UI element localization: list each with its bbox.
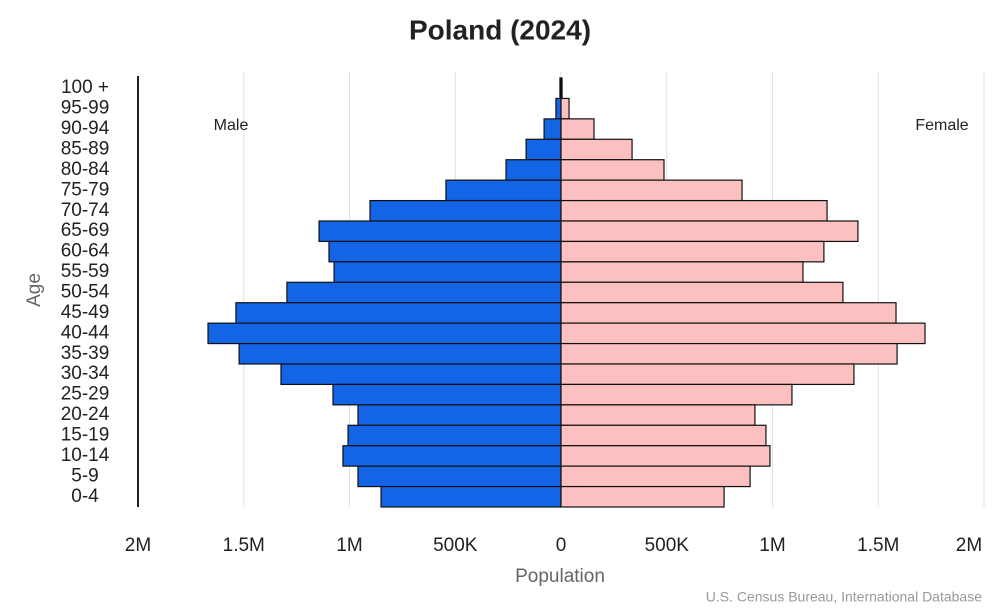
bar <box>560 77 563 100</box>
y-tick-label: 50-54 <box>61 282 110 303</box>
bar <box>525 138 562 161</box>
bar <box>286 281 562 304</box>
source-note: U.S. Census Bureau, International Databa… <box>706 589 982 605</box>
bar <box>560 342 898 365</box>
bar <box>560 138 633 161</box>
y-tick-label: 75-79 <box>61 179 110 200</box>
bar <box>560 159 665 181</box>
x-tick-label: 2M <box>125 535 151 556</box>
bar <box>560 199 828 222</box>
bar <box>333 261 562 283</box>
y-tick-label: 15-19 <box>61 425 110 446</box>
y-tick-label: 65-69 <box>61 220 110 241</box>
bar <box>560 445 771 467</box>
y-tick-label: 80-84 <box>61 159 110 180</box>
bar <box>357 465 562 488</box>
bar <box>555 97 562 120</box>
bar <box>207 322 562 345</box>
bar <box>560 179 743 202</box>
y-tick-label: 55-59 <box>61 261 110 282</box>
x-tick-label: 500K <box>433 535 478 556</box>
bar <box>280 363 562 386</box>
bar <box>560 485 725 508</box>
bar <box>560 281 844 304</box>
bar <box>560 363 855 386</box>
y-tick-label: 5-9 <box>71 465 98 486</box>
y-tick-label: 25-29 <box>61 384 110 405</box>
y-tick-label: 90-94 <box>61 118 110 139</box>
x-tick-label: 1.5M <box>223 535 265 556</box>
y-tick-label: 30-34 <box>61 363 110 384</box>
bar <box>560 322 926 345</box>
bar <box>347 424 562 447</box>
bar <box>560 220 859 243</box>
bar <box>342 445 562 467</box>
x-tick-label: 500K <box>645 535 690 556</box>
bar <box>505 159 562 181</box>
bar <box>328 240 562 263</box>
bar <box>560 383 793 406</box>
x-tick-label: 1.5M <box>857 535 899 556</box>
y-tick-label: 60-64 <box>61 241 110 262</box>
bar <box>318 220 562 243</box>
y-tick-label: 40-44 <box>61 322 110 343</box>
bar <box>560 118 595 140</box>
bar <box>332 383 562 406</box>
x-tick-label: 1M <box>336 535 362 556</box>
y-tick-label: 85-89 <box>61 139 110 160</box>
x-axis-label: Population <box>515 566 605 587</box>
bar <box>543 118 562 140</box>
bar <box>357 404 562 426</box>
bar <box>238 342 562 365</box>
bar <box>560 261 804 283</box>
bar <box>560 97 570 120</box>
bar <box>560 302 897 324</box>
y-tick-label: 45-49 <box>61 302 110 323</box>
y-tick-label: 95-99 <box>61 98 110 119</box>
y-tick-label: 100 + <box>61 77 109 98</box>
y-axis-label: Age <box>24 273 45 307</box>
x-tick-label: 0 <box>556 535 567 556</box>
y-tick-label: 20-24 <box>61 404 110 425</box>
legend-label: Male <box>214 117 249 134</box>
bar <box>560 424 767 447</box>
x-tick-label: 1M <box>759 535 785 556</box>
chart-title: Poland (2024) <box>409 14 591 45</box>
bar <box>380 485 562 508</box>
bar <box>369 199 562 222</box>
bar <box>560 240 825 263</box>
bar <box>445 179 562 202</box>
x-tick-label: 2M <box>956 535 982 556</box>
y-tick-label: 35-39 <box>61 343 110 364</box>
y-tick-label: 10-14 <box>61 445 110 466</box>
y-tick-label: 70-74 <box>61 200 110 221</box>
bar <box>560 465 751 488</box>
bar <box>560 404 756 426</box>
legend-label: Female <box>915 117 968 134</box>
y-tick-label: 0-4 <box>71 486 99 507</box>
bar <box>235 302 562 324</box>
